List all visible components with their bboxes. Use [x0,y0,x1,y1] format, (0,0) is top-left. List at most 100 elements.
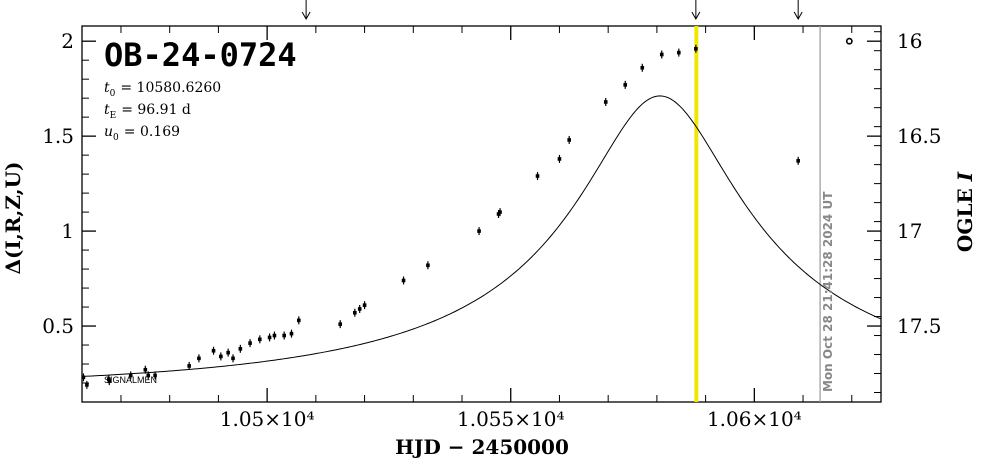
reference-lines [301,0,821,402]
data-point-40 [796,156,800,165]
data-point-9 [197,354,201,363]
point-marker [219,354,223,359]
param-line-1: tE = 96.91 d [104,102,191,121]
point-marker [282,333,286,338]
top-arrow-head [301,11,311,21]
data-point-5 [143,365,148,374]
point-marker [498,210,502,214]
data-point-19 [282,331,286,340]
left-axis-title: Δ(I,R,Z,U) [1,162,25,275]
data-point-15 [248,339,252,348]
point-marker [267,335,272,340]
data-point-37 [659,50,664,59]
point-marker [496,212,501,216]
data-point-7 [153,371,157,380]
data-point-32 [557,154,562,163]
param-name: t [104,80,110,96]
top-arrow-1 [691,0,701,21]
y-left-tick-label-3: 2 [61,29,74,53]
data-point-34 [603,97,608,106]
y-left-tick-label-2: 1.5 [42,124,74,148]
top-arrow-head [793,11,803,21]
param-value: = 96.91 d [121,102,191,118]
data-point-26 [401,276,406,285]
point-marker [211,348,216,353]
data-point-4 [128,371,133,380]
point-marker [640,65,645,70]
data-point-1 [85,380,89,389]
param-name: u [104,124,113,140]
data-point-17 [267,333,272,342]
model-curve-layer [81,95,882,377]
data-point-35 [623,80,628,89]
data-point-23 [353,308,357,317]
point-marker [353,310,357,315]
point-marker [338,322,343,326]
point-marker [603,100,608,104]
point-marker [197,356,201,361]
point-marker [567,138,571,142]
point-marker [694,46,698,51]
plot-area [81,25,882,403]
param-subscript: E [110,111,117,121]
point-marker [677,50,681,55]
data-point-31 [535,172,540,181]
axis-labels: Mon Oct 28 21:41:28 2024 UT 1.05×10⁴ 1.055… [42,29,941,431]
data-point-30 [498,208,502,217]
data-point-11 [219,352,223,361]
data-point-3 [107,377,112,386]
data-points-layer [81,37,853,389]
param-value: = 0.169 [124,124,180,140]
point-marker [557,157,562,161]
point-marker [357,307,362,311]
param-subscript: 0 [110,89,116,99]
point-marker [401,278,406,283]
y-right-tick-label-2: 17 [897,219,922,243]
point-marker [238,347,243,351]
point-marker [143,367,148,372]
data-point-38 [677,48,681,57]
x-axis-title: HJD − 2450000 [395,435,569,459]
data-point-39 [694,44,698,53]
data-point-28 [477,227,481,236]
x-tick-label-2: 1.06×10⁴ [707,407,802,431]
right-axis-title-main: OGLE [953,181,977,252]
point-marker [477,229,481,233]
data-point-12 [226,348,230,357]
y-right-tick-label-0: 16 [897,29,922,53]
data-point-13 [231,354,235,363]
y-left-tick-label-1: 1 [61,219,74,243]
param-value: = 10580.6260 [120,80,221,96]
point-marker [107,379,112,383]
point-marker [297,318,301,323]
point-marker [272,333,277,338]
data-point-16 [258,335,262,344]
point-marker [659,52,664,57]
data-point-14 [238,344,243,353]
data-point-27 [426,261,430,270]
point-marker [128,373,133,378]
data-point-20 [289,329,294,338]
data-point-22 [338,320,343,329]
right-axis-title: OGLE I [953,171,977,252]
data-point-8 [187,361,191,370]
param-line-2: u0 = 0.169 [104,124,180,143]
top-arrow-head [691,11,701,21]
point-marker [187,364,191,368]
point-marker [535,174,540,178]
data-point-10 [211,346,216,355]
point-marker [226,350,230,355]
point-marker [153,373,157,378]
x-tick-label-0: 1.05×10⁴ [220,407,315,431]
y-right-tick-label-3: 17.5 [897,314,942,338]
data-point-24 [357,304,362,313]
param-name: t [104,102,110,118]
right-axis-title-band: I [953,171,977,182]
point-marker [258,337,262,342]
open-point-0 [845,37,853,45]
data-point-36 [640,63,645,72]
param-subscript: 0 [113,133,119,143]
y-right-tick-label-1: 16.5 [897,124,942,148]
data-point-6 [146,371,151,380]
